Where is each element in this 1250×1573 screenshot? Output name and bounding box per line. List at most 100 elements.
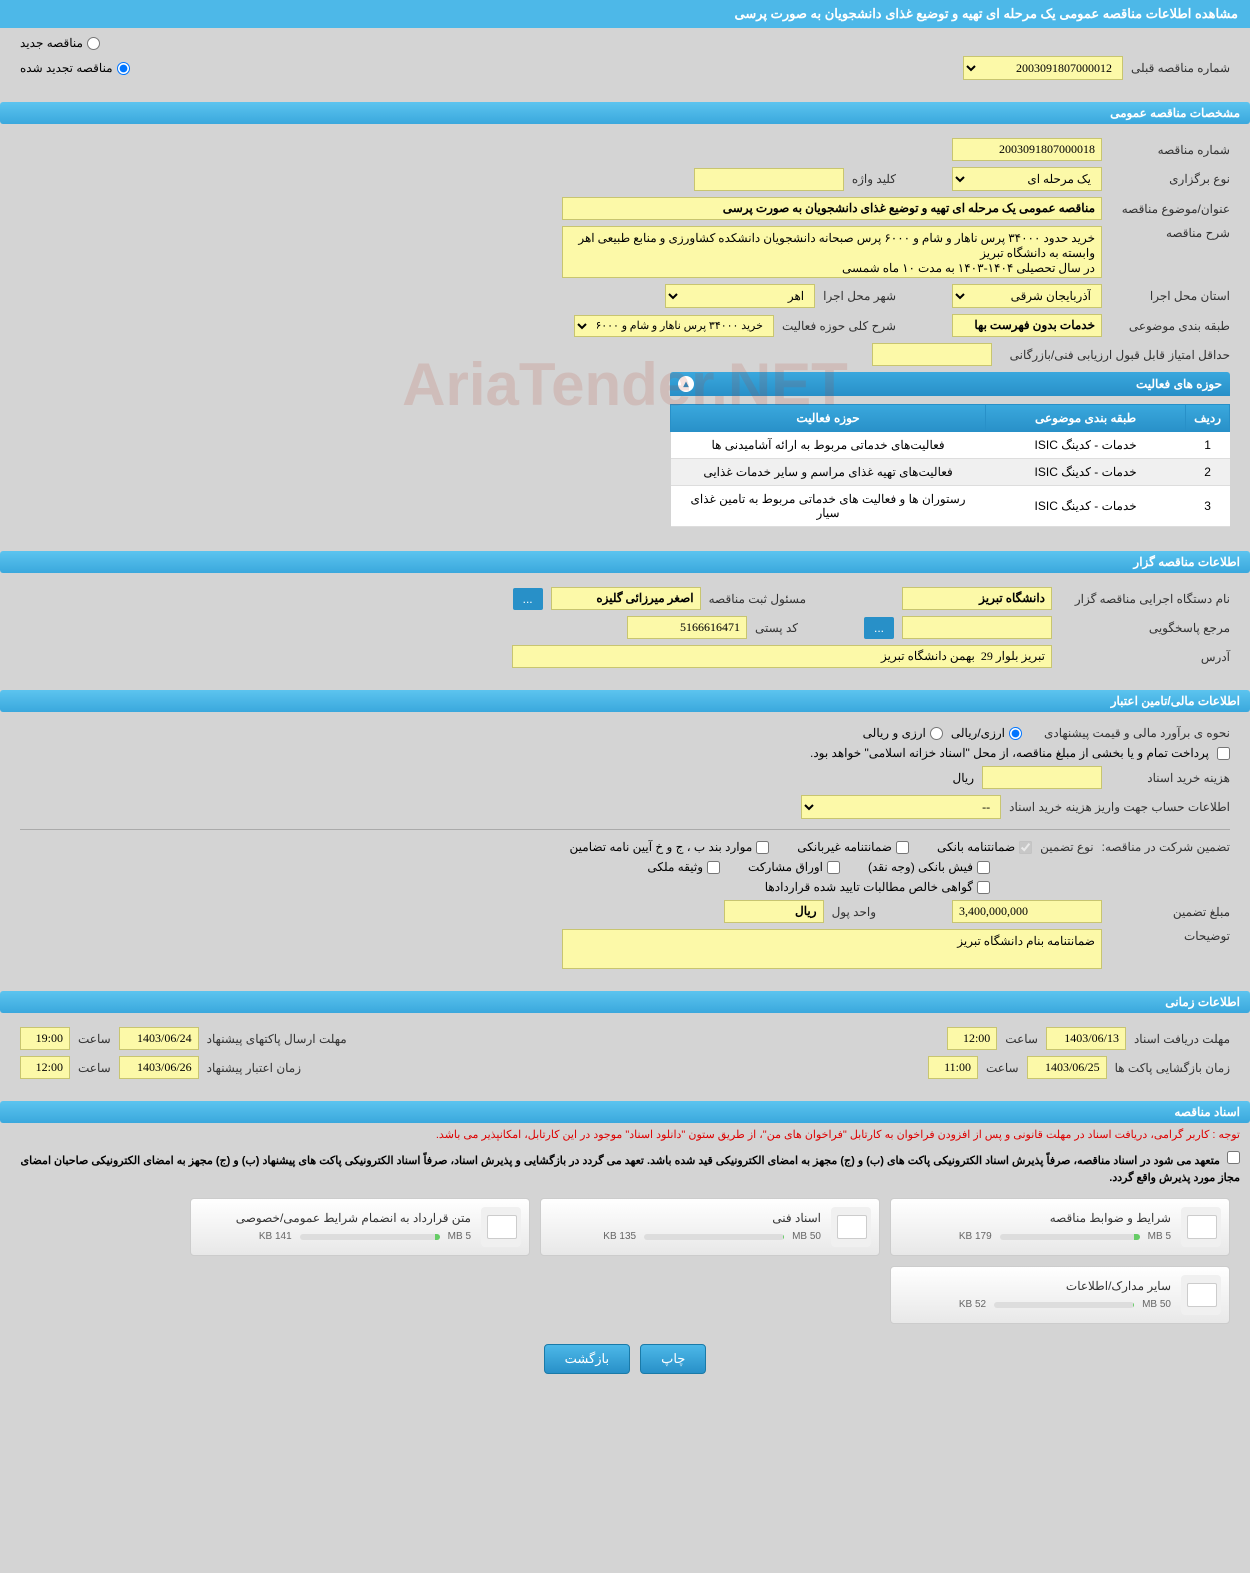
notice-black: متعهد می شود در اسناد مناقصه، صرفاً پذیر… — [21, 1155, 1240, 1185]
contact-input[interactable] — [902, 616, 1052, 639]
radio-fx[interactable] — [930, 727, 943, 740]
type-select[interactable]: یک مرحله ای — [952, 167, 1102, 191]
amount-input[interactable] — [952, 900, 1102, 923]
note-textarea[interactable] — [562, 929, 1102, 969]
account-select[interactable]: -- — [801, 795, 1001, 819]
submit-time-label: ساعت — [78, 1032, 111, 1046]
folder-icon — [1181, 1275, 1221, 1315]
g-bank: ضمانتنامه بانکی — [937, 840, 1015, 854]
radio-rial[interactable] — [1009, 727, 1022, 740]
collapse-icon[interactable]: ▴ — [678, 376, 694, 392]
subject-input[interactable] — [562, 197, 1102, 220]
accept-checkbox[interactable] — [1227, 1151, 1240, 1164]
scope-select[interactable]: خرید ۳۴۰۰۰ پرس ناهار و شام و ۶۰۰۰ پرس صب… — [574, 315, 774, 337]
radio-new-tender[interactable] — [87, 37, 100, 50]
minscore-label: حداقل امتیاز قابل قبول ارزیابی فنی/بازرگ… — [1000, 348, 1230, 362]
desc-label: شرح مناقصه — [1110, 226, 1230, 240]
notice-red: توجه : کاربر گرامی، دریافت اسناد در مهلت… — [0, 1123, 1250, 1149]
address-input[interactable] — [512, 645, 1052, 668]
rial-label: ارزی/ریالی — [951, 726, 1005, 740]
open-time[interactable] — [928, 1056, 978, 1079]
table-row: 1خدمات - کدینگ ISICفعالیت‌های خدماتی مرب… — [671, 432, 1230, 459]
validity-time[interactable] — [20, 1056, 70, 1079]
keyword-input[interactable] — [694, 168, 844, 191]
org-label: نام دستگاه اجرایی مناقصه گزار — [1060, 592, 1230, 606]
g-bylaw: موارد بند ب ، ج و خ آیین نامه تضامین — [570, 840, 753, 854]
back-button[interactable]: بازگشت — [544, 1344, 630, 1374]
file-title: شرایط و ضوابط مناقصه — [899, 1211, 1171, 1225]
chk-nonbank[interactable] — [896, 841, 909, 854]
submit-time[interactable] — [20, 1027, 70, 1050]
category-input[interactable] — [952, 314, 1102, 337]
section-general: مشخصات مناقصه عمومی — [0, 102, 1250, 124]
chk-property[interactable] — [707, 861, 720, 874]
radio-new-label: مناقصه جدید — [20, 36, 83, 50]
city-select[interactable]: اهر — [665, 284, 815, 308]
g-property: وثیقه ملکی — [647, 860, 703, 874]
g-nonbank: ضمانتنامه غیربانکی — [797, 840, 892, 854]
chk-securities[interactable] — [827, 861, 840, 874]
payment-note: پرداخت تمام و یا بخشی از مبلغ مناقصه، از… — [810, 746, 1209, 760]
g-securities: اوراق مشارکت — [748, 860, 823, 874]
file-title: سایر مدارک/اطلاعات — [899, 1279, 1171, 1293]
scope-label: شرح کلی حوزه فعالیت — [782, 319, 896, 333]
amount-label: مبلغ تضمین — [1110, 905, 1230, 919]
col-row: ردیف — [1186, 405, 1230, 432]
person-more-button[interactable]: ... — [513, 588, 543, 610]
postal-input[interactable] — [627, 616, 747, 639]
folder-icon — [1181, 1207, 1221, 1247]
file-title: متن قرارداد به انضمام شرایط عمومی/خصوصی — [199, 1211, 471, 1225]
city-label: شهر محل اجرا — [823, 289, 896, 303]
fx-label: ارزی و ریالی — [863, 726, 926, 740]
person-label: مسئول ثبت مناقصه — [709, 592, 806, 606]
subject-label: عنوان/موضوع مناقصه — [1110, 202, 1230, 216]
chk-bank[interactable] — [1019, 841, 1032, 854]
note-label: توضیحات — [1110, 929, 1230, 943]
activities-title: حوزه های فعالیت — [1136, 377, 1222, 391]
table-row: 2خدمات - کدینگ ISICفعالیت‌های تهیه غذای … — [671, 459, 1230, 486]
doccost-label: هزینه خرید اسناد — [1110, 771, 1230, 785]
activities-table: ردیف طبقه بندی موضوعی حوزه فعالیت 1خدمات… — [670, 404, 1230, 527]
chk-receivables[interactable] — [977, 881, 990, 894]
section-timing: اطلاعات زمانی — [0, 991, 1250, 1013]
validity-date[interactable] — [119, 1056, 199, 1079]
province-select[interactable]: آذربایجان شرقی — [952, 284, 1102, 308]
postal-label: کد پستی — [755, 621, 798, 635]
radio-renewed-tender[interactable] — [117, 62, 130, 75]
address-label: آدرس — [1060, 650, 1230, 664]
chk-cash[interactable] — [977, 861, 990, 874]
prev-number-label: شماره مناقصه قبلی — [1131, 61, 1230, 75]
file-card[interactable]: متن قرارداد به انضمام شرایط عمومی/خصوصی … — [190, 1198, 530, 1256]
print-button[interactable]: چاپ — [640, 1344, 706, 1374]
estimate-label: نحوه ی برآورد مالی و قیمت پیشنهادی — [1030, 726, 1230, 740]
desc-textarea[interactable] — [562, 226, 1102, 278]
docdl-date[interactable] — [1046, 1027, 1126, 1050]
submit-date[interactable] — [119, 1027, 199, 1050]
type-label: نوع برگزاری — [1110, 172, 1230, 186]
docdl-time[interactable] — [947, 1027, 997, 1050]
keyword-label: کلید واژه — [852, 172, 896, 186]
contact-more-button[interactable]: ... — [864, 617, 894, 639]
radio-renewed-label: مناقصه تجدید شده — [20, 61, 113, 75]
prev-number-select[interactable]: 2003091807000012 — [963, 56, 1123, 80]
province-label: استان محل اجرا — [1110, 289, 1230, 303]
doccost-input[interactable] — [982, 766, 1102, 789]
treasury-checkbox[interactable] — [1217, 747, 1230, 760]
tender-number-input[interactable] — [952, 138, 1102, 161]
org-input[interactable] — [902, 587, 1052, 610]
minscore-input[interactable] — [872, 343, 992, 366]
guarantee-label: تضمین شرکت در مناقصه: — [1102, 840, 1230, 854]
unit-input[interactable] — [724, 900, 824, 923]
open-date[interactable] — [1027, 1056, 1107, 1079]
category-label: طبقه بندی موضوعی — [1110, 319, 1230, 333]
file-card[interactable]: اسناد فنی 50 MB135 KB — [540, 1198, 880, 1256]
file-card[interactable]: سایر مدارک/اطلاعات 50 MB52 KB — [890, 1266, 1230, 1324]
g-receivables: گواهی خالص مطالبات تایید شده قراردادها — [765, 880, 973, 894]
chk-bylaw[interactable] — [756, 841, 769, 854]
number-label: شماره مناقصه — [1110, 143, 1230, 157]
file-card[interactable]: شرایط و ضوابط مناقصه 5 MB179 KB — [890, 1198, 1230, 1256]
person-input[interactable] — [551, 587, 701, 610]
folder-icon — [481, 1207, 521, 1247]
table-row: 3خدمات - کدینگ ISICرستوران ها و فعالیت ه… — [671, 486, 1230, 527]
gtype-label: نوع تضمین — [1040, 840, 1093, 854]
